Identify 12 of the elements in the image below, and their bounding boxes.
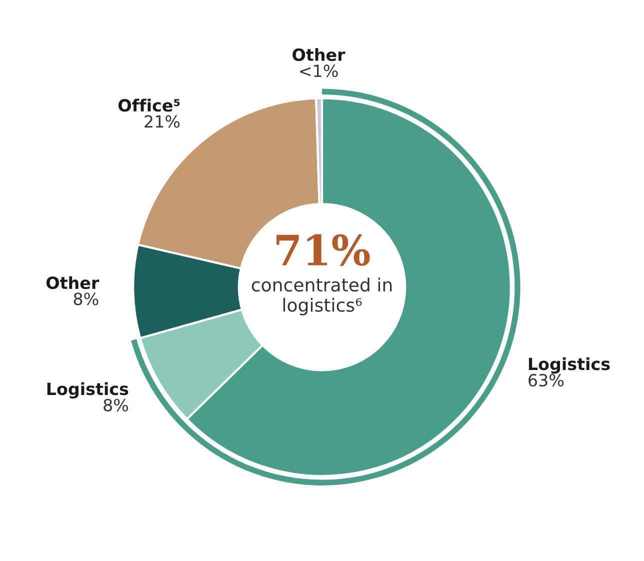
slice-label: Logistics [47,382,128,399]
data-label: <1% [300,64,338,78]
text: 71% [276,234,370,266]
slice-label: Office⁵ [118,98,180,112]
slice-label: Logistics [528,357,610,374]
text: concentrated in logistics⁶ [252,278,392,316]
data-label: 8% [104,398,128,412]
data-label: 21% [144,115,180,128]
data-label: 63% [528,374,564,387]
slice-label: Other [46,276,100,290]
data-label: 8% [74,292,98,306]
slice-label: Other [292,48,346,62]
